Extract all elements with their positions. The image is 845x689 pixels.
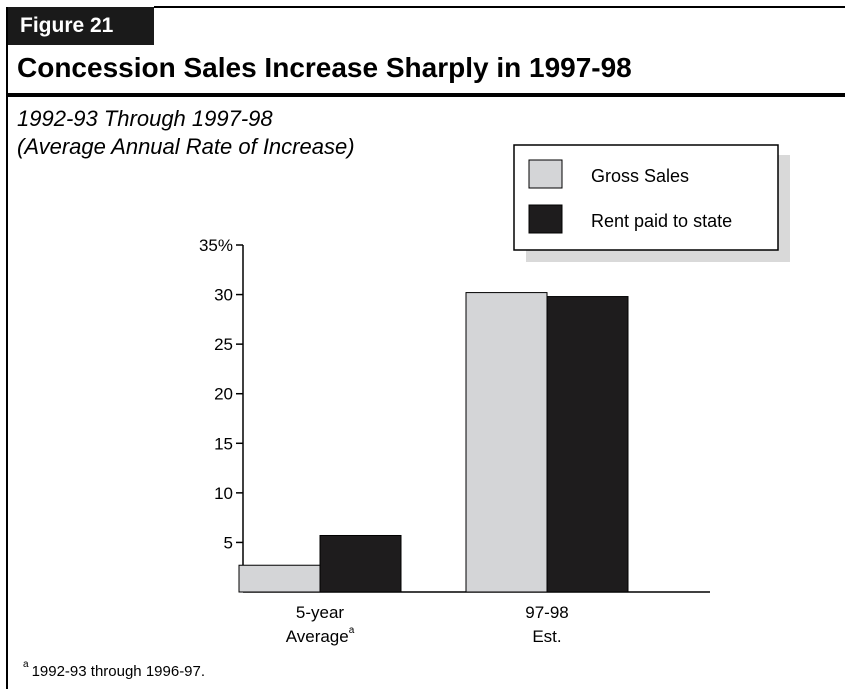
bar-rent-1 xyxy=(546,296,629,593)
y-tick-label-30: 30 xyxy=(214,286,233,305)
y-ticks: 5 10 15 20 25 30 35% xyxy=(199,236,243,552)
legend-swatch-rent xyxy=(528,204,563,234)
legend-label-gross-sales: Gross Sales xyxy=(591,166,689,186)
x-label-1-line-0: 97-98 xyxy=(525,603,568,622)
y-tick-label-15: 15 xyxy=(214,434,233,453)
footnote-text: 1992-93 through 1996-97. xyxy=(32,663,205,680)
y-tick-label-20: 20 xyxy=(214,385,233,404)
y-tick-label-35: 35% xyxy=(199,236,233,255)
bar-gross-sales-1 xyxy=(465,292,548,593)
figure-label: Figure 21 xyxy=(8,7,154,45)
bar-gross-sales-0 xyxy=(238,564,321,593)
x-label-0-line-1: Averagea xyxy=(286,625,355,646)
y-tick-label-25: 25 xyxy=(214,335,233,354)
x-label-0-line-0: 5-year xyxy=(296,603,345,622)
y-tick-label-10: 10 xyxy=(214,484,233,503)
x-labels: 5-year Averagea 97-98 Est. xyxy=(286,603,569,646)
bar-rent-0 xyxy=(319,534,402,593)
chart-title: Concession Sales Increase Sharply in 199… xyxy=(17,52,632,83)
x-label-1-line-1: Est. xyxy=(532,627,561,646)
footnote-marker: a xyxy=(23,659,29,670)
chart-subtitle-line1: 1992-93 Through 1997-98 xyxy=(17,106,273,131)
footnote: a 1992-93 through 1996-97. xyxy=(23,659,205,680)
plot-area: 5 10 15 20 25 30 35% 5-year Averagea 97-98 Est. xyxy=(199,236,710,646)
y-tick-label-5: 5 xyxy=(224,533,233,552)
legend-swatch-gross-sales xyxy=(528,159,563,189)
legend-label-rent: Rent paid to state xyxy=(591,211,732,231)
x-label-superscript: a xyxy=(349,625,355,636)
chart-subtitle-line2: (Average Annual Rate of Increase) xyxy=(17,134,355,159)
bars xyxy=(238,292,629,593)
